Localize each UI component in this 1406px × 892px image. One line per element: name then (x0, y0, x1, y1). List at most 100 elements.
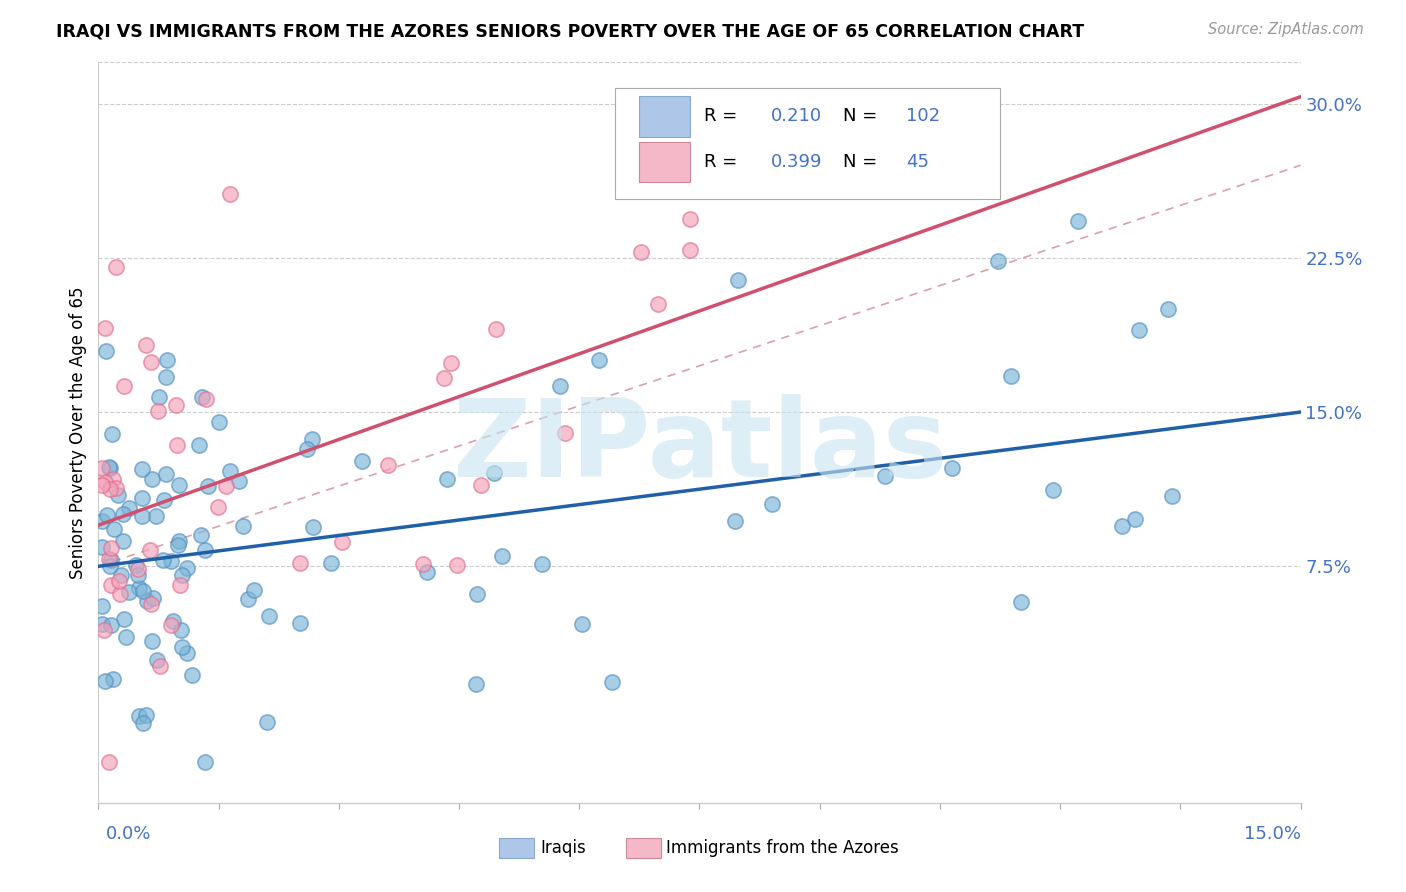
Point (941, 461, 963, 475)
Point (112, 379, 135, 393)
Point (679, 244, 702, 258)
Point (111, 507, 134, 521)
Point (148, 404, 170, 418)
Point (131, 462, 153, 476)
Point (160, 553, 183, 567)
Text: ZIPatlas: ZIPatlas (451, 394, 948, 500)
Point (170, 567, 193, 582)
Point (415, 565, 437, 579)
Text: 0.399: 0.399 (770, 153, 823, 171)
Point (100, 461, 122, 475)
Point (139, 542, 162, 557)
Point (257, 609, 280, 624)
Point (108, 587, 131, 601)
Point (141, 472, 163, 486)
Point (94, 475, 117, 490)
Point (242, 582, 264, 597)
Point (727, 273, 749, 287)
Point (103, 522, 125, 536)
Point (101, 672, 124, 686)
Point (91, 540, 114, 554)
Point (108, 574, 131, 589)
Point (319, 557, 342, 571)
Text: Immigrants from the Azores: Immigrants from the Azores (666, 839, 900, 857)
Point (190, 390, 212, 404)
Point (208, 415, 231, 429)
Point (873, 469, 896, 483)
Point (228, 474, 250, 488)
Point (724, 514, 747, 528)
Text: 0.0%: 0.0% (105, 825, 150, 843)
Point (152, 552, 174, 566)
Point (94, 344, 117, 359)
Point (162, 614, 184, 628)
Point (145, 509, 167, 524)
Point (548, 379, 571, 393)
Point (256, 715, 278, 730)
Point (630, 245, 652, 260)
Text: Source: ZipAtlas.com: Source: ZipAtlas.com (1208, 22, 1364, 37)
Point (165, 398, 187, 412)
Point (110, 567, 132, 582)
Point (484, 467, 506, 481)
Point (100, 541, 122, 555)
Point (194, 392, 217, 407)
Point (470, 478, 492, 492)
Point (101, 472, 124, 486)
Point (100, 482, 122, 496)
Point (301, 432, 323, 446)
Point (156, 352, 179, 367)
Point (100, 552, 122, 566)
Point (1010, 595, 1032, 609)
Text: Iraqis: Iraqis (540, 839, 586, 857)
Bar (640, 96, 690, 136)
Point (127, 568, 149, 582)
Point (485, 322, 508, 336)
Point (1161, 489, 1184, 503)
Point (139, 597, 162, 611)
Point (155, 370, 177, 384)
Point (987, 254, 1010, 268)
Bar (640, 142, 690, 182)
Point (588, 353, 610, 368)
Point (350, 453, 373, 467)
Point (135, 337, 157, 351)
Point (1157, 301, 1180, 316)
Point (141, 355, 163, 369)
Point (571, 617, 593, 632)
Point (91, 617, 114, 632)
Point (679, 212, 702, 227)
Point (1123, 512, 1146, 526)
Point (97, 755, 120, 769)
Point (131, 508, 153, 523)
Point (170, 623, 193, 637)
Point (166, 539, 188, 553)
Point (91, 599, 114, 613)
Point (142, 591, 165, 605)
Point (181, 668, 204, 682)
Point (647, 297, 669, 311)
Point (295, 442, 318, 457)
Point (194, 755, 217, 769)
Point (440, 356, 463, 370)
Text: 15.0%: 15.0% (1243, 825, 1301, 843)
Point (98, 559, 121, 574)
Point (111, 534, 134, 549)
Point (135, 708, 157, 723)
Point (131, 491, 153, 505)
Point (100, 427, 122, 442)
Point (232, 519, 254, 533)
Point (1111, 518, 1133, 533)
Point (118, 500, 141, 515)
Point (176, 647, 198, 661)
Point (465, 587, 488, 601)
Point (93, 321, 115, 335)
Point (91, 478, 114, 492)
Point (112, 611, 135, 625)
Point (91, 461, 114, 475)
Point (98, 551, 121, 566)
Point (169, 578, 191, 592)
Point (554, 426, 576, 441)
Text: 45: 45 (907, 153, 929, 171)
Point (132, 583, 155, 598)
